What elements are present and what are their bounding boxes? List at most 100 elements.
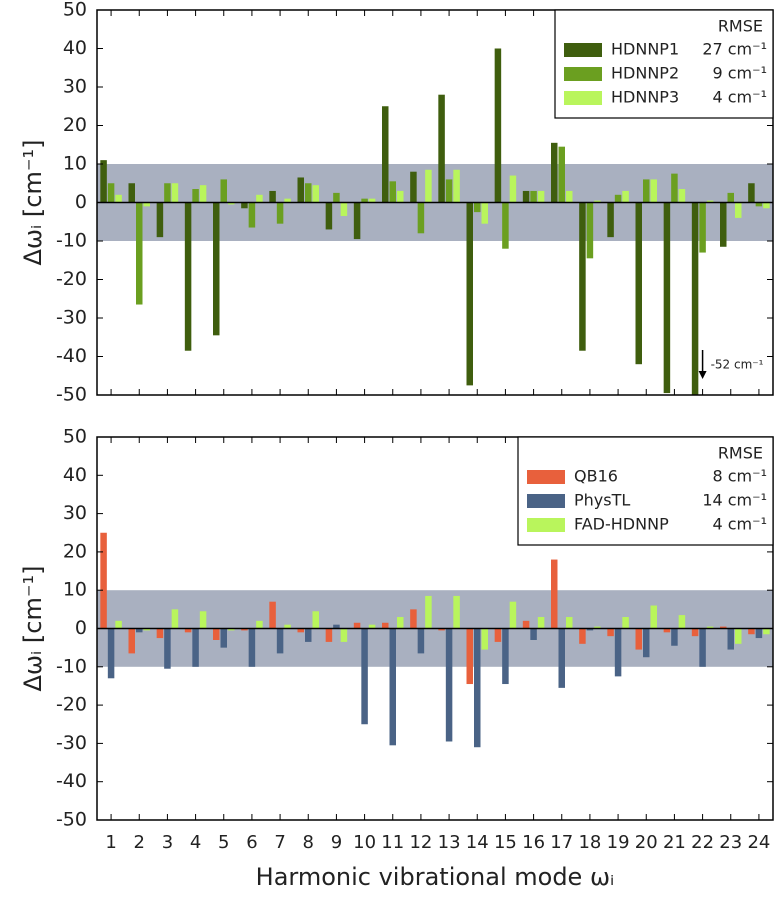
bar — [727, 192, 734, 203]
x-tick-label: 23 — [719, 832, 742, 853]
bar — [128, 628, 135, 654]
bar — [389, 628, 396, 746]
bar — [474, 202, 481, 213]
bar — [397, 190, 404, 203]
bar — [607, 202, 614, 238]
bar — [748, 628, 755, 635]
bar — [128, 183, 135, 203]
x-tick-label: 10 — [353, 832, 376, 853]
legend-label: HDNNP2 — [611, 64, 679, 83]
bar — [720, 202, 727, 247]
bar — [143, 628, 150, 631]
legend-swatch — [527, 518, 565, 532]
bar — [509, 175, 517, 203]
y-tick-label: -30 — [56, 732, 87, 754]
x-tick-label: 17 — [550, 832, 573, 853]
bar — [614, 628, 622, 677]
x-tick-label: 4 — [190, 832, 201, 853]
bar — [763, 202, 770, 209]
bar — [635, 628, 642, 650]
y-tick-label: 0 — [75, 191, 87, 213]
legend-label: HDNNP3 — [611, 88, 679, 107]
bar — [256, 194, 263, 203]
x-tick-label: 16 — [522, 832, 545, 853]
bar — [438, 628, 445, 631]
bar — [453, 595, 460, 629]
y-tick-label: 0 — [75, 617, 87, 639]
bar — [397, 617, 404, 629]
bar — [566, 617, 573, 629]
x-axis-label: Harmonic vibrational mode ωᵢ — [256, 863, 615, 891]
bar — [537, 190, 545, 203]
bar — [353, 622, 361, 629]
bar — [445, 179, 453, 203]
legend-label: FAD-HDNNP — [574, 515, 669, 534]
bar — [297, 628, 304, 633]
bar — [763, 628, 770, 635]
bar — [199, 611, 207, 629]
bar — [691, 628, 699, 637]
bar — [325, 628, 333, 642]
y-tick-label: 30 — [63, 76, 87, 98]
bar — [241, 202, 248, 209]
x-tick-label: 8 — [303, 832, 314, 853]
bar — [671, 173, 678, 203]
x-tick-label: 11 — [381, 832, 404, 853]
bar — [417, 202, 425, 234]
bar — [389, 181, 396, 203]
bar — [579, 628, 586, 644]
bar — [107, 183, 115, 203]
bar — [481, 202, 488, 224]
bar — [522, 620, 530, 629]
bars — [100, 532, 770, 748]
x-tick-label: 13 — [438, 832, 461, 853]
bar — [184, 202, 192, 351]
bar — [755, 628, 763, 639]
y-tick-label: 10 — [63, 579, 87, 601]
bar — [671, 628, 678, 646]
bar — [663, 202, 671, 394]
bar — [614, 194, 622, 203]
bar — [241, 628, 248, 631]
bar — [269, 601, 276, 629]
legend-rmse: 4 cm⁻¹ — [712, 515, 767, 534]
bar — [530, 628, 537, 640]
bar — [228, 202, 235, 205]
bar — [417, 628, 425, 654]
bar — [566, 190, 573, 203]
bar — [530, 190, 537, 203]
bar — [537, 617, 545, 629]
annotation-arrowhead — [698, 371, 707, 379]
x-tick-label: 19 — [607, 832, 630, 853]
bar — [727, 628, 734, 650]
bar — [494, 48, 502, 203]
y-tick-label: -30 — [56, 307, 87, 329]
panel: -50 -40 -30 -20 -10 0 10 20 30 40 50 Δωᵢ [cm⁻¹] -52 … — [19, 0, 774, 406]
bar — [735, 628, 742, 644]
bar — [353, 202, 361, 240]
bar — [699, 202, 706, 253]
y-tick-label: -10 — [56, 655, 87, 677]
y-axis-label: Δωᵢ [cm⁻¹] — [19, 139, 47, 265]
bar — [466, 628, 473, 685]
bar — [410, 171, 417, 203]
legend-rmse: 27 cm⁻¹ — [702, 40, 767, 59]
bar — [594, 200, 601, 203]
bar — [115, 194, 122, 203]
bar — [361, 628, 368, 725]
bar — [284, 624, 291, 629]
bar — [643, 628, 650, 658]
bar — [445, 628, 453, 742]
bar — [228, 628, 235, 631]
bar — [156, 628, 164, 639]
bar — [755, 202, 763, 207]
bar — [579, 202, 586, 351]
bar — [622, 617, 629, 629]
bar — [522, 190, 530, 203]
bar — [143, 202, 150, 207]
bar — [100, 160, 107, 203]
y-tick-label: -50 — [56, 809, 87, 831]
bar — [220, 179, 227, 203]
legend-label: QB16 — [574, 467, 618, 486]
